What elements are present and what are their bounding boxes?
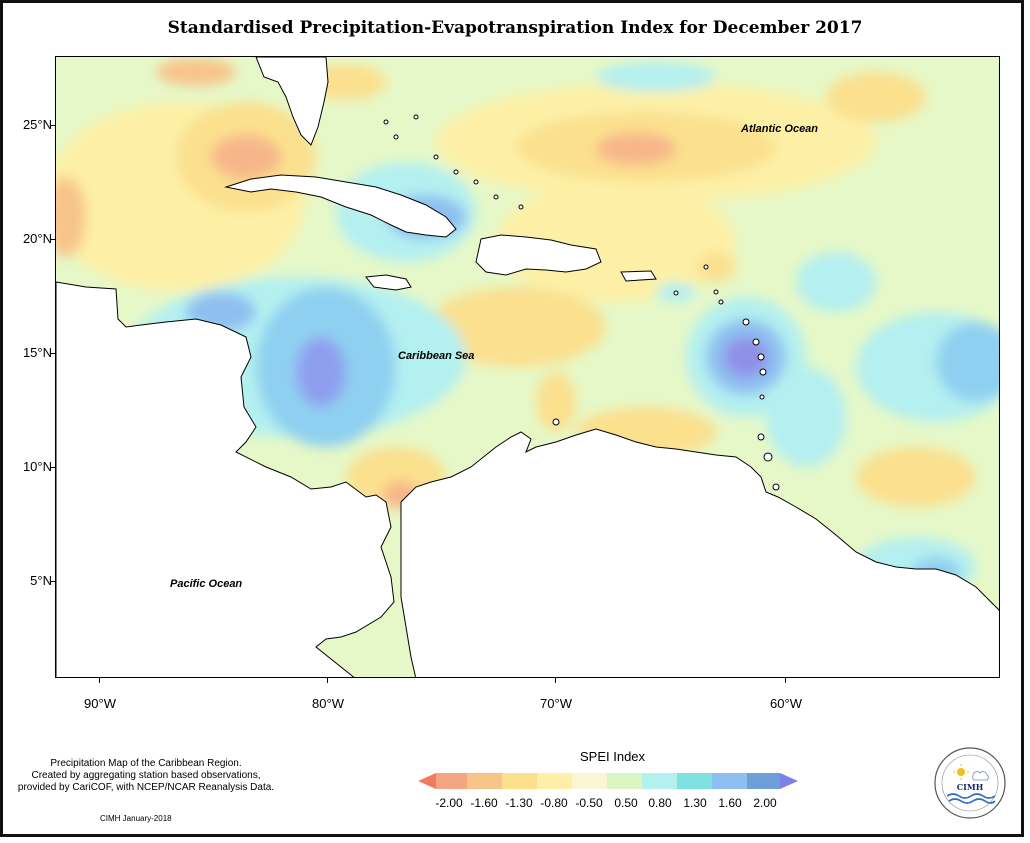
credits-line: provided by CariCOF, with NCEP/NCAR Rean… xyxy=(17,782,275,793)
legend-swatch xyxy=(572,773,607,789)
legend-tick-label: 0.50 xyxy=(614,796,638,810)
legend-swatch xyxy=(607,773,642,789)
legend-tick-label: -0.50 xyxy=(575,796,603,810)
credits-text: Precipitation Map of the Caribbean Regio… xyxy=(8,758,284,794)
x-tick xyxy=(555,678,556,683)
legend-swatch xyxy=(712,773,747,789)
legend-tick-label: 1.30 xyxy=(683,796,707,810)
x-tick xyxy=(327,678,328,683)
legend-tick-label: 2.00 xyxy=(753,796,777,810)
y-tick-label: 15°N xyxy=(22,345,52,360)
y-tick xyxy=(50,125,55,126)
legend-swatch xyxy=(642,773,677,789)
legend-tick-label: 1.60 xyxy=(718,796,742,810)
label-caribbean: Caribbean Sea xyxy=(398,350,474,362)
sun-icon xyxy=(957,768,965,776)
y-tick-label: 25°N xyxy=(22,117,52,132)
x-tick xyxy=(99,678,100,683)
legend-tick-label: -1.60 xyxy=(470,796,498,810)
y-tick-label: 5°N xyxy=(30,573,52,588)
y-tick xyxy=(50,581,55,582)
legend-swatch xyxy=(537,773,572,789)
y-tick xyxy=(50,239,55,240)
wave-icon xyxy=(946,793,996,799)
label-pacific: Pacific Ocean xyxy=(170,578,242,590)
land-masses xyxy=(56,57,999,677)
cimh-logo: CIMH xyxy=(934,747,1006,819)
credits-line: Precipitation Map of the Caribbean Regio… xyxy=(50,758,242,769)
label-atlantic: Atlantic Ocean xyxy=(740,123,818,135)
legend-swatch xyxy=(502,773,537,789)
legend-tick-label: -0.80 xyxy=(540,796,568,810)
map-panel: Atlantic Ocean Caribbean Sea Pacific Oce… xyxy=(55,56,1000,678)
legend-swatch xyxy=(747,773,780,789)
credits-date: CIMH January-2018 xyxy=(100,814,172,823)
y-tick-label: 10°N xyxy=(22,459,52,474)
y-tick xyxy=(50,353,55,354)
cloud-icon xyxy=(972,771,989,781)
x-tick-label: 70°W xyxy=(540,696,572,711)
y-tick xyxy=(50,467,55,468)
legend-swatch xyxy=(677,773,712,789)
logo-text: CIMH xyxy=(957,782,984,792)
x-tick-label: 80°W xyxy=(312,696,344,711)
credits-line: Created by aggregating station based obs… xyxy=(31,770,261,781)
legend-arrow-right xyxy=(780,773,798,789)
legend-title: SPEI Index xyxy=(580,749,646,764)
x-tick-label: 60°W xyxy=(770,696,802,711)
legend-tick-label: -1.30 xyxy=(505,796,533,810)
map-title: Standardised Precipitation-Evapotranspir… xyxy=(167,18,863,38)
legend-tick-label: -2.00 xyxy=(435,796,463,810)
x-tick-label: 90°W xyxy=(84,696,116,711)
small-islands xyxy=(383,114,780,491)
legend-arrow-left xyxy=(418,773,436,789)
y-tick-label: 20°N xyxy=(22,231,52,246)
x-tick xyxy=(785,678,786,683)
legend-swatch xyxy=(467,773,502,789)
spei-field: Atlantic Ocean Caribbean Sea Pacific Oce… xyxy=(56,57,999,677)
legend-swatch xyxy=(436,773,467,789)
legend-tick-label: 0.80 xyxy=(648,796,672,810)
legend-colorbar xyxy=(418,773,798,789)
